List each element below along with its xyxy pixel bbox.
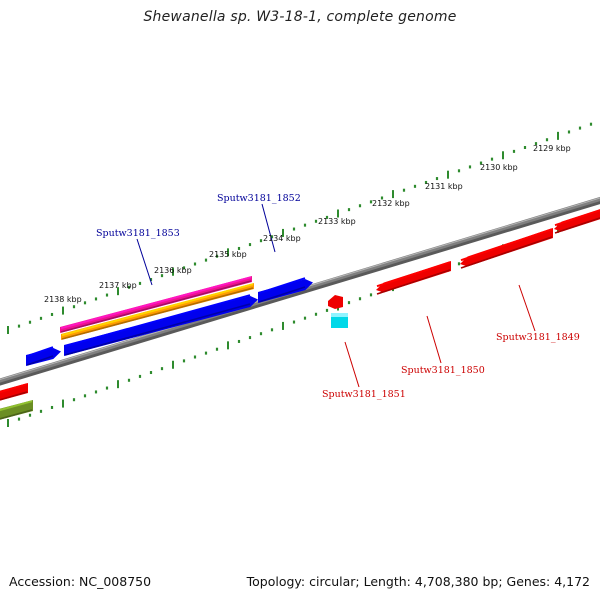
scale-label: 2132 kbp — [372, 199, 410, 208]
pseudogene-left-partial-highlight — [0, 400, 33, 412]
scale-label: 2138 kbp — [44, 295, 82, 304]
gene-sputw3181-1849-highlight — [460, 228, 553, 262]
feature-orange-bar-highlight — [61, 283, 254, 337]
scale-label: 2135 kbp — [209, 250, 247, 259]
scale-label: 2137 kbp — [99, 281, 137, 290]
gene-sputw3181-1850 — [376, 261, 451, 295]
gene-sputw3181-1853-shadow — [64, 303, 251, 356]
scale-label: 2130 kbp — [480, 163, 518, 172]
pseudogene-left-partial-body — [0, 400, 33, 420]
feature-orange-bar-shadow — [61, 287, 254, 340]
leader-1851 — [344, 341, 360, 388]
gene-sputw3181-1851 — [328, 295, 343, 309]
leader-1853 — [136, 238, 153, 286]
gene-sputw3181-1852-shadow — [258, 286, 306, 303]
genome-title: Shewanella sp. W3-18-1, complete genome — [143, 9, 457, 25]
gene-reverse-right-partial-shadow — [554, 217, 600, 234]
feature-orange-bar — [61, 283, 254, 340]
gene-sputw3181-1852 — [258, 277, 313, 303]
accession-label: Accession: NC_008750 — [9, 574, 152, 589]
gene-reverse-left-partial-highlight — [0, 383, 28, 394]
gene-reverse-right-partial-highlight — [554, 209, 600, 227]
gene-sputw3181-1849-shadow — [460, 236, 553, 269]
gene-forward-left-partial-shadow — [26, 355, 54, 366]
genes-layer — [0, 209, 600, 420]
gene-sputw3181-1853-body — [64, 296, 258, 356]
feature-magenta-bar-shadow — [60, 280, 252, 333]
gene-label-reverse: Sputw3181_1850 — [401, 365, 485, 376]
leader-1850 — [426, 315, 442, 364]
gene-sputw3181-1849 — [460, 228, 553, 269]
pseudogene-left-partial — [0, 400, 33, 420]
scale-label: 2134 kbp — [263, 234, 301, 243]
leader-1849 — [518, 284, 536, 332]
labels-layer: 2129 kbp 2130 kbp 2131 kbp 2132 kbp 2133 kbp… — [44, 144, 580, 400]
feature-magenta-bar — [60, 276, 252, 333]
gene-sputw3181-1853-highlight — [64, 294, 251, 348]
leader-lines-layer — [136, 203, 536, 388]
scale-label: 2133 kbp — [318, 217, 356, 226]
pseudogene-left-partial-shadow — [0, 409, 33, 420]
gene-reverse-left-partial-shadow — [0, 391, 28, 401]
gene-forward-left-partial-highlight — [26, 346, 54, 358]
gene-sputw3181-1852-highlight — [258, 277, 306, 295]
gene-label-forward: Sputw3181_1852 — [217, 193, 301, 204]
gene-label-forward: Sputw3181_1853 — [96, 228, 180, 239]
gene-sputw3181-1850-shadow — [376, 269, 451, 295]
gene-reverse-right-partial — [554, 209, 600, 234]
scale-label: 2131 kbp — [425, 182, 463, 191]
scale-label: 2136 kbp — [154, 266, 192, 275]
gene-reverse-left-partial — [0, 383, 28, 401]
scale-label: 2129 kbp — [533, 144, 571, 153]
rna-gene-cyan-highlight — [331, 313, 348, 317]
leader-1852 — [261, 203, 276, 253]
gene-sputw3181-1850-highlight — [376, 261, 451, 288]
feature-magenta-bar-highlight — [60, 276, 252, 330]
gene-label-reverse: Sputw3181_1851 — [322, 389, 406, 400]
genome-summary: Topology: circular; Length: 4,708,380 bp… — [246, 574, 590, 589]
gene-forward-left-partial — [26, 346, 61, 366]
gene-sputw3181-1853 — [64, 294, 258, 356]
gene-label-reverse: Sputw3181_1849 — [496, 332, 580, 343]
gene-reverse-left-partial-body — [0, 383, 28, 401]
